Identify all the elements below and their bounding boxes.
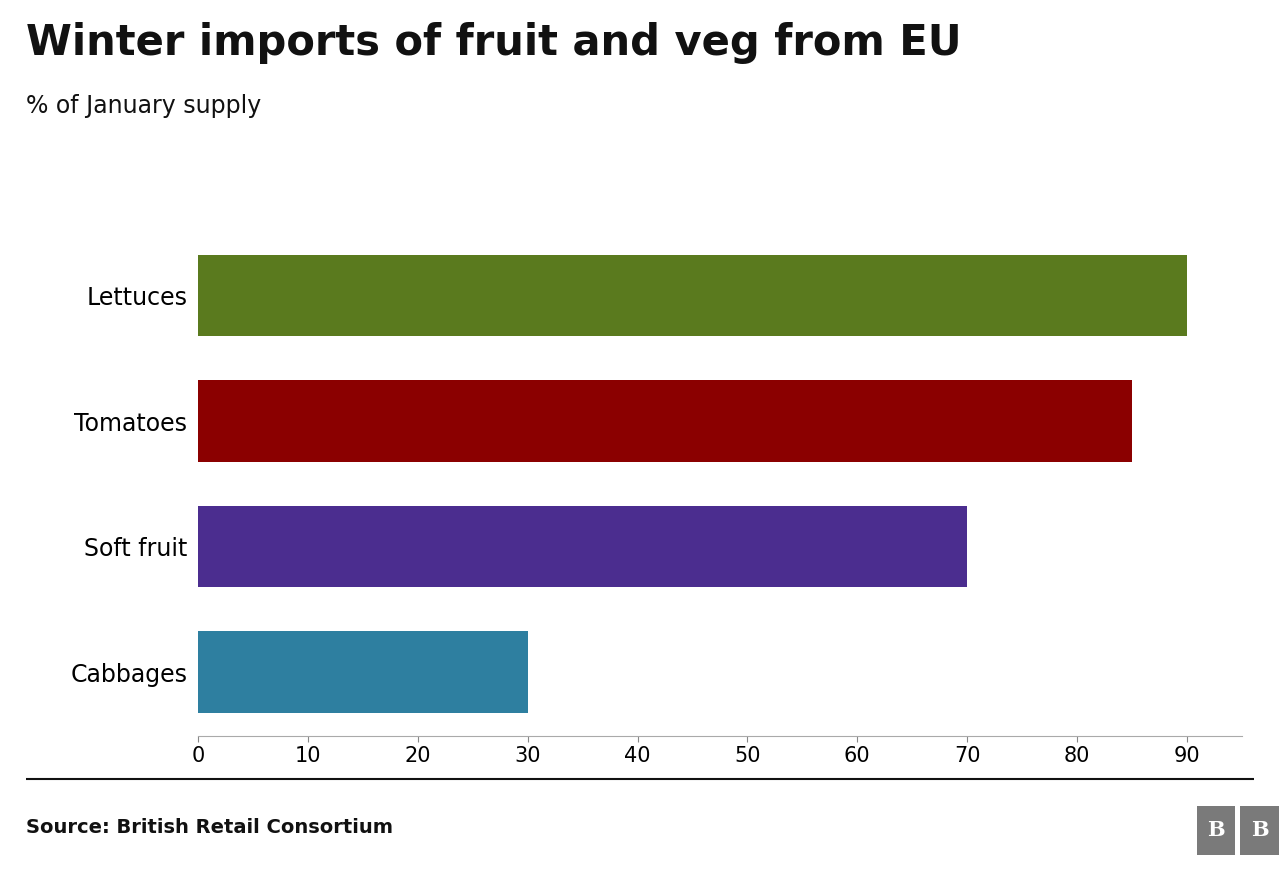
Text: Winter imports of fruit and veg from EU: Winter imports of fruit and veg from EU [26, 22, 961, 64]
Text: Source: British Retail Consortium: Source: British Retail Consortium [26, 818, 393, 838]
Bar [198, 632, 527, 713]
Text: B: B [1251, 821, 1268, 840]
Bar [198, 506, 968, 588]
Text: B: B [1207, 821, 1225, 840]
Text: % of January supply: % of January supply [26, 94, 261, 118]
Bar [198, 380, 1132, 462]
Bar [198, 255, 1187, 336]
